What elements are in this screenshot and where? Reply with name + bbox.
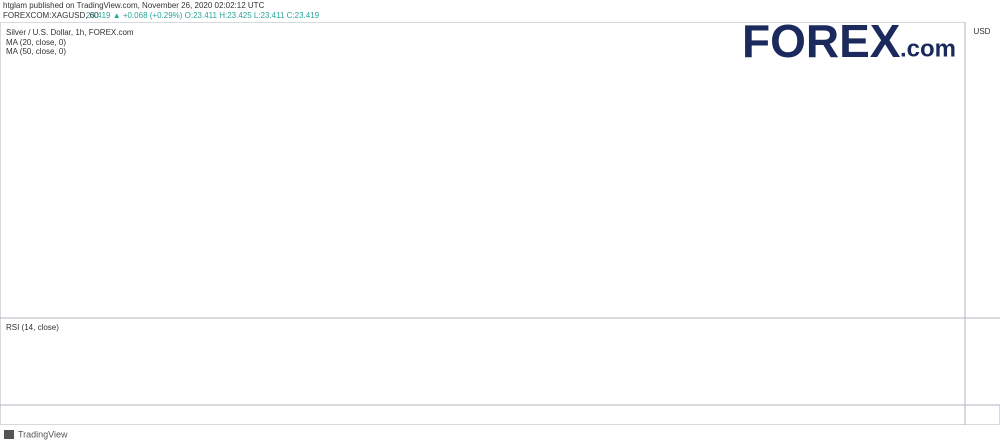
ma-legend: MA (20, close, 0) [6, 38, 66, 47]
publisher: htglam published on TradingView.com, Nov… [3, 1, 265, 10]
logo: FOREX [742, 15, 901, 67]
logo-suffix: .com [900, 35, 956, 62]
footer-brand: TradingView [18, 429, 68, 439]
rsi-legend: RSI (14, close) [6, 323, 59, 332]
symbol: FOREXCOM:XAGUSD, 60 [3, 11, 99, 20]
price-axis-bg [965, 22, 1000, 405]
footer-icon [4, 430, 14, 439]
ma-legend: MA (50, close, 0) [6, 47, 66, 56]
quote: 23.419 ▲ +0.068 (+0.29%) O:23.411 H:23.4… [86, 11, 320, 20]
y-axis-label: USD [974, 27, 991, 36]
chart-title: Silver / U.S. Dollar, 1h, FOREX.com [6, 28, 134, 37]
